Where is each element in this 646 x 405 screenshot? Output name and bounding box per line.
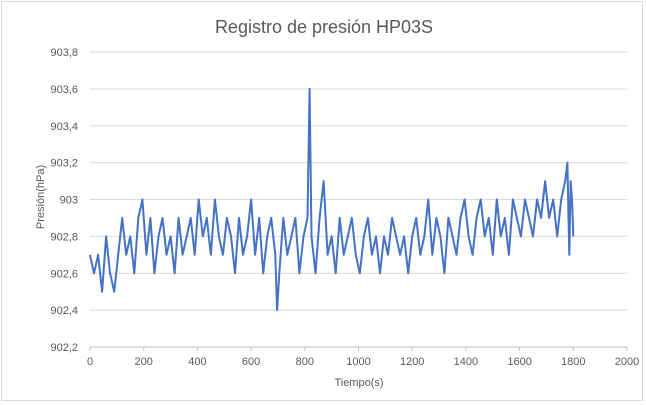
x-tick-label: 1800: [561, 356, 585, 368]
y-tick-label: 903,4: [50, 121, 78, 133]
y-tick-label: 903,2: [50, 158, 78, 170]
chart-title: Registro de presión HP03S: [215, 17, 433, 37]
x-tick-label: 1600: [507, 356, 531, 368]
plot-area: [89, 87, 575, 312]
pressure-line-chart: Registro de presión HP03S 902,2902,4902,…: [35, 17, 639, 389]
x-tick-label: 2000: [615, 356, 639, 368]
y-tick-label: 903,8: [50, 47, 78, 59]
y-tick-label: 902,8: [50, 231, 78, 243]
x-tick-label: 400: [188, 356, 206, 368]
x-tick-label: 1200: [400, 356, 424, 368]
y-tick-label: 903,6: [50, 84, 78, 96]
x-tick-label: 600: [242, 356, 260, 368]
pressure-series-line: [89, 87, 575, 312]
y-axis-title: Presión(hPa): [35, 165, 47, 229]
y-tick-label: 902,6: [50, 268, 78, 280]
y-tick-label: 903: [60, 195, 78, 207]
y-tick-label: 902,2: [50, 342, 78, 354]
x-tick-label: 800: [296, 356, 314, 368]
x-tick-label: 200: [135, 356, 153, 368]
x-axis-title: Tiempo(s): [334, 377, 383, 389]
x-tick-label: 0: [87, 356, 93, 368]
gridlines: [89, 51, 628, 351]
y-tick-label: 902,4: [50, 305, 78, 317]
x-axis-tick-labels: 0 200 400 600 800 1000 1200 1400 1600 1800 2000: [87, 356, 639, 368]
x-tick-label: 1000: [346, 356, 370, 368]
x-tick-label: 1400: [454, 356, 478, 368]
y-axis-tick-labels: 902,2 902,4 902,6 902,8 903 903,2 903,4 903,6 90…: [50, 47, 78, 354]
